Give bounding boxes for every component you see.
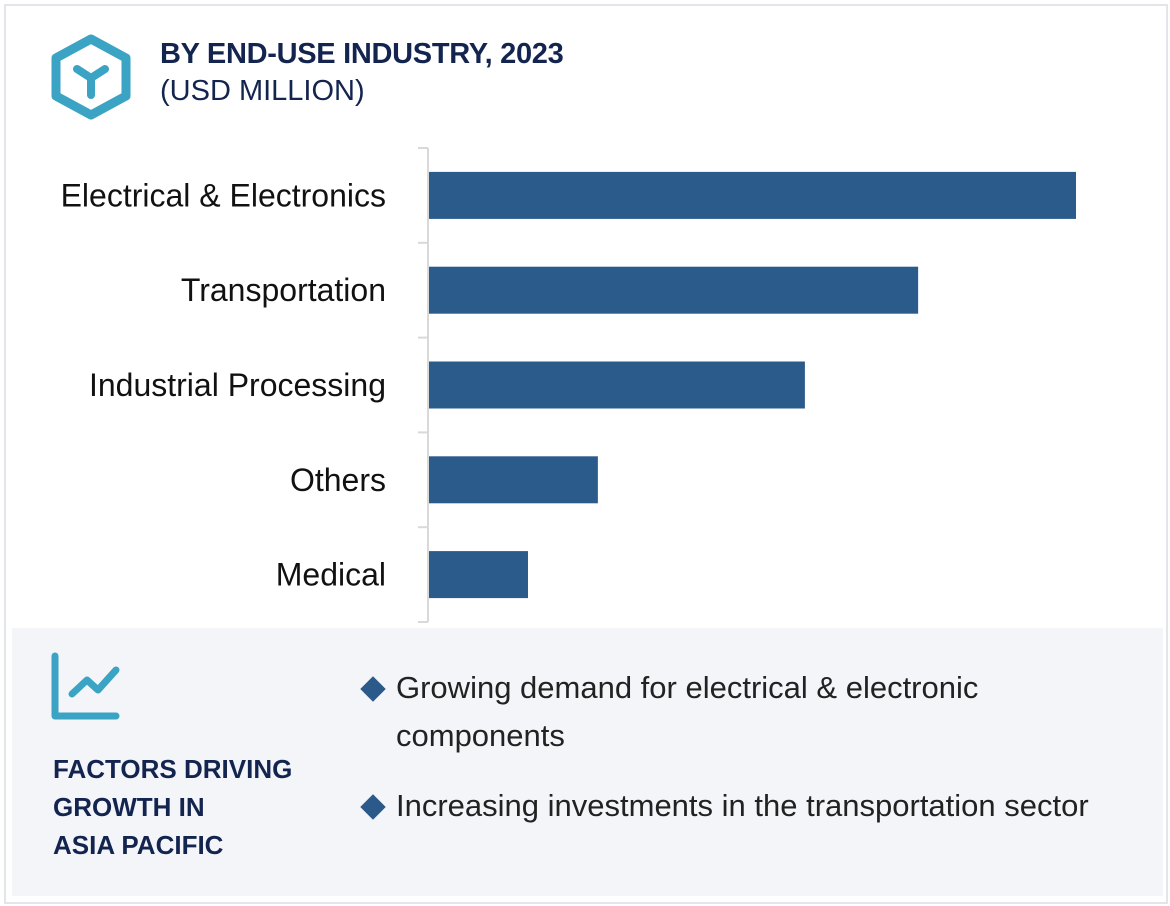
bullet-text: Growing demand for electrical & electron… [396,670,979,753]
category-label: Others [290,462,386,498]
bar-chart: Electrical & Electronics Transportation In… [61,147,1076,623]
panel-heading-line: FACTORS DRIVING [53,754,293,784]
bar-industrial-processing [429,361,805,409]
panel-heading-line: ASIA PACIFIC [53,830,224,860]
bar-electrical-electronics [429,171,1076,219]
category-label: Medical [276,557,386,593]
chart-subtitle: (USD MILLION) [160,75,365,107]
chart-title: BY END-USE INDUSTRY, 2023 [160,38,564,70]
diamond-bullet-icon [360,676,386,702]
category-label: Transportation [181,272,386,308]
growth-factors-panel [12,628,1163,896]
growth-factors-list: Growing demand for electrical & electron… [360,664,1140,852]
panel-heading: FACTORS DRIVING GROWTH IN ASIA PACIFIC [53,750,333,864]
category-label: Industrial Processing [89,367,386,403]
bullet-text: Increasing investments in the transporta… [396,788,1089,823]
bar-others [429,456,598,504]
category-label: Electrical & Electronics [61,177,386,213]
diamond-bullet-icon [360,794,386,820]
panel-heading-line: GROWTH IN [53,792,205,822]
bar-medical [429,551,528,599]
list-item: Increasing investments in the transporta… [360,782,1140,830]
bar-transportation [429,266,919,314]
trend-chart-icon [51,652,120,720]
list-item: Growing demand for electrical & electron… [360,664,1140,760]
hexagon-y-icon [51,34,131,120]
